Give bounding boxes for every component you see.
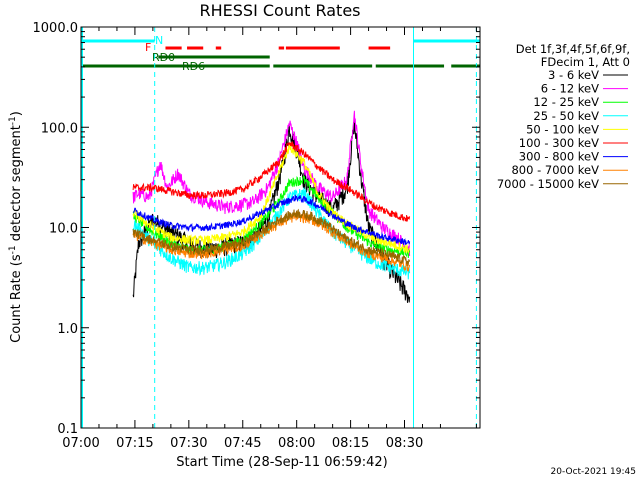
timestamp: 20-Oct-2021 19:45 bbox=[551, 467, 636, 477]
legend-label: 3 - 6 keV bbox=[548, 68, 599, 82]
vlines-layer bbox=[81, 27, 477, 428]
y-axis-label-main: Count Rate (s bbox=[9, 254, 24, 343]
series-line bbox=[132, 110, 411, 257]
y-tick-label: 10.0 bbox=[49, 222, 78, 237]
series-line bbox=[132, 141, 411, 222]
x-axis-label: Start Time (28-Sep-11 06:59:42) bbox=[176, 455, 387, 470]
x-axis: 07:00 07:15 07:30 07:45 08:00 08:15 08:30 bbox=[62, 27, 477, 451]
y-tick-label: 1000.0 bbox=[33, 21, 79, 36]
series-line bbox=[132, 208, 411, 267]
x-tick-label: 07:30 bbox=[170, 436, 207, 451]
y-axis-label-mid: detector segment bbox=[9, 125, 24, 245]
series-line bbox=[132, 141, 411, 255]
x-tick-label: 07:00 bbox=[62, 436, 99, 451]
x-tick-label: 08:30 bbox=[386, 436, 423, 451]
y-axis: 0.1 1.0 10.0 100.0 1000.0 bbox=[33, 21, 480, 437]
series-line bbox=[132, 194, 411, 245]
legend-header-line2: FDecim 1, Att 0 bbox=[541, 55, 630, 69]
series-line bbox=[132, 119, 411, 303]
x-tick-label: 07:45 bbox=[224, 436, 261, 451]
legend-label: 7000 - 15000 keV bbox=[497, 177, 599, 191]
flag-label: F bbox=[145, 41, 151, 54]
legend: Det 1f,3f,4f,5f,6f,9f, FDecim 1, Att 0 3… bbox=[497, 42, 630, 191]
legend-label: 50 - 100 keV bbox=[526, 122, 599, 136]
legend-label: 300 - 800 keV bbox=[519, 150, 599, 164]
y-tick-label: 0.1 bbox=[57, 422, 78, 437]
series-layer bbox=[132, 110, 411, 303]
legend-label: 800 - 7000 keV bbox=[511, 163, 599, 177]
y-tick-label: 1.0 bbox=[57, 322, 78, 337]
x-tick-label: 08:15 bbox=[332, 436, 369, 451]
chart-title: RHESSI Count Rates bbox=[200, 1, 361, 20]
y-axis-label-end: ) bbox=[9, 111, 24, 116]
y-axis-label-sup1: -1 bbox=[8, 245, 18, 254]
x-tick-label: 07:15 bbox=[116, 436, 153, 451]
legend-label: 100 - 300 keV bbox=[519, 136, 599, 150]
legend-label: 25 - 50 keV bbox=[533, 109, 599, 123]
legend-label: 6 - 12 keV bbox=[541, 82, 599, 96]
legend-header-line1: Det 1f,3f,4f,5f,6f,9f, bbox=[516, 42, 630, 56]
legend-label: 12 - 25 keV bbox=[533, 95, 599, 109]
y-axis-label: Count Rate (s-1 detector segment-1) bbox=[8, 111, 24, 343]
flag-label: RD6 bbox=[182, 60, 205, 73]
y-tick-label: 100.0 bbox=[41, 121, 78, 136]
svg-text:Count Rate (s-1 detector segme: Count Rate (s-1 detector segment-1) bbox=[8, 111, 24, 343]
flag-label: N bbox=[155, 34, 163, 47]
flag-label: RD0 bbox=[152, 51, 175, 64]
x-tick-label: 08:00 bbox=[278, 436, 315, 451]
y-axis-label-sup2: -1 bbox=[8, 116, 18, 125]
